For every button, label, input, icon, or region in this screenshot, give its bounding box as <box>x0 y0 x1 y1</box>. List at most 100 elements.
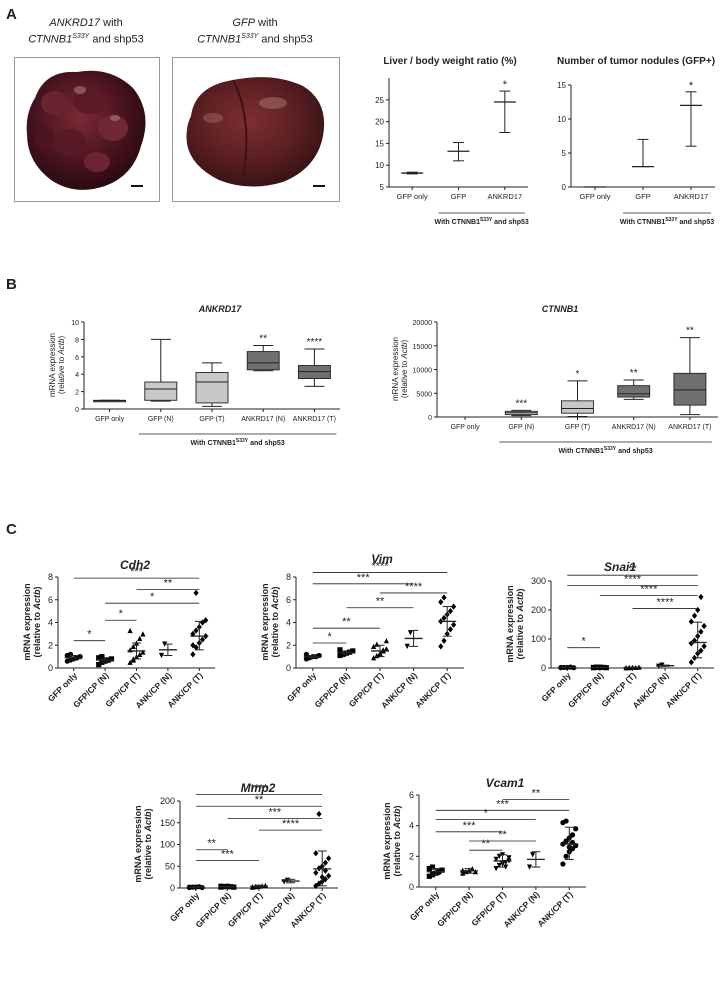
vim-point-4-10 <box>438 598 444 606</box>
cdh2-ytick-label-4: 8 <box>48 572 53 582</box>
snai1-ylabel-line2: (relative to Actb) <box>515 588 525 659</box>
tumor-nodules-ytick-label-3: 15 <box>557 81 566 90</box>
cdh2-point-0-6 <box>67 651 74 657</box>
mmp2-point-4-0 <box>313 882 319 889</box>
ctnnb1-box-box-3 <box>617 385 651 398</box>
cdh2-point-4-3 <box>199 636 206 643</box>
ctnnb1-box-xtick-label-3: ANKRD17 (N) <box>612 424 656 431</box>
photo2-sup: S33Y <box>241 33 259 40</box>
cdh2-comparison-label-3: * <box>119 608 124 620</box>
mmp2-ytick-label-4: 200 <box>160 796 175 806</box>
vcam1-point-3-0 <box>526 864 533 870</box>
ctnnb1-box-group-label: With CTNNB1S33Y and shp53 <box>558 446 652 455</box>
ankrd17-box-xtick-label-2: GFP (T) <box>199 416 224 423</box>
snai1-ytick-label-0: 0 <box>541 663 546 673</box>
ankrd17-box-box-1 <box>144 381 178 401</box>
ctnnb1-box-sig-1: *** <box>515 398 527 409</box>
tumor-nodules-group-label: With CTNNB1S33Y and shp53 <box>620 217 714 226</box>
snai1-point-4-11 <box>691 612 698 619</box>
panel-letter-c: C <box>6 521 17 538</box>
tumor-nodules-ytick-label-1: 5 <box>562 149 567 158</box>
ctnnb1-box-ytick-label-3: 15000 <box>413 344 433 351</box>
cdh2-point-1-5 <box>96 655 102 661</box>
photo1-ctnnb1: CTNNB1 <box>28 33 73 46</box>
tumor-nodules-sig-2: * <box>689 80 694 92</box>
ctnnb1-box-ytick-label-4: 20000 <box>413 320 433 327</box>
photo-caption-ankrd17: ANKRD17 with CTNNB1S33Y and shp53 <box>14 17 158 47</box>
cdh2-point-4-5 <box>190 630 196 637</box>
snai1-comparison-label-3: **** <box>657 597 675 609</box>
mmp2-point-4-5 <box>313 869 319 876</box>
vcam1-ytick-label-3: 6 <box>409 790 414 800</box>
vim-point-1-0 <box>337 652 343 659</box>
liver-photo-gfp <box>172 57 340 202</box>
ankrd17-box-box-3 <box>246 351 280 371</box>
vim-xtick-label-4: ANK/CP (T) <box>413 670 452 709</box>
vim-point-4-9 <box>451 603 457 610</box>
mmp2-ytick-label-2: 100 <box>160 840 175 850</box>
snai1-xtick-label-4: ANK/CP (T) <box>664 670 703 709</box>
vim-ytick-label-0: 0 <box>286 663 291 673</box>
snai1-ytick-label-1: 100 <box>531 634 546 644</box>
mmp2-point-4-4 <box>326 872 332 879</box>
snai1-xtick-label-0: GFP only <box>539 670 573 704</box>
snai1-point-4-4 <box>701 643 707 650</box>
snai1-point-4-12 <box>695 606 701 614</box>
vcam1-point-2-9 <box>506 855 512 861</box>
vim-ytick-label-4: 8 <box>286 572 291 582</box>
vcam1-point-2-0 <box>493 866 499 872</box>
vcam1-point-4-11 <box>563 818 569 824</box>
vcam1-ylabel-line2: (relative to Actb) <box>392 805 402 876</box>
snai1-point-4-5 <box>688 640 694 647</box>
mmp2-ytick-label-0: 0 <box>170 883 175 893</box>
ctnnb1-box-ytick-label-2: 10000 <box>413 368 433 375</box>
vcam1-point-0-5 <box>426 866 432 872</box>
mmp2-comparison-label-0: **** <box>250 782 268 794</box>
vim-point-2-4 <box>383 646 389 652</box>
cdh2-point-4-0 <box>190 651 196 658</box>
vcam1-ytick-label-2: 4 <box>409 821 414 831</box>
vcam1-point-4-8 <box>569 832 576 838</box>
mmp2-ylabel-line1: mRNA expression <box>133 805 143 882</box>
cdh2-point-2-8 <box>137 635 143 642</box>
photo2-with: with <box>255 17 278 29</box>
snai1-point-4-10 <box>688 618 694 625</box>
ctnnb1-box-box-4 <box>673 372 707 406</box>
snai1-comparison-label-2: **** <box>640 584 658 596</box>
liver-ratio-sig-2: * <box>503 79 508 91</box>
vim-comparison-label-2: **** <box>405 581 423 593</box>
vcam1-comparison-label-3: *** <box>463 820 477 832</box>
tumor-nodules-xtick-label-2: ANKRD17 <box>674 192 709 201</box>
mmp2-comparison-label-2: *** <box>268 806 282 818</box>
ankrd17-box-ytick-label-1: 2 <box>75 390 79 397</box>
cdh2-point-0-4 <box>77 654 83 660</box>
cdh2-ylabel-line2: (relative to Actb) <box>32 586 42 657</box>
ankrd17-box-xtick-label-3: ANKRD17 (N) <box>241 416 285 423</box>
chart-title-cdh2: Cdh2 <box>120 558 150 572</box>
mmp2-point-4-3 <box>322 876 328 883</box>
ctnnb1-box-sig-3: ** <box>630 368 638 379</box>
ankrd17-box-ytick-label-5: 10 <box>71 320 79 327</box>
ctnnb1-box-xtick-label-1: GFP (N) <box>508 424 534 431</box>
vim-comparison-label-4: ** <box>342 616 351 628</box>
cdh2-point-1-4 <box>108 656 115 662</box>
snai1-point-4-9 <box>701 622 707 630</box>
ankrd17-box-ytick-label-4: 8 <box>75 337 79 344</box>
vim-point-2-6 <box>374 641 380 647</box>
snai1-comparison-label-4: * <box>581 636 586 648</box>
ankrd17-box-ytick-label-0: 0 <box>75 407 79 414</box>
cdh2-point-2-6 <box>130 643 136 649</box>
vim-point-4-6 <box>441 614 447 622</box>
vcam1-comparison-label-2: * <box>484 808 489 820</box>
ankrd17-box-ylabel-line2: (relative to Actb) <box>57 336 66 395</box>
cdh2-comparison-label-4: * <box>87 629 92 641</box>
cdh2-point-2-3 <box>137 651 143 657</box>
vim-ylabel-line2: (relative to Actb) <box>270 586 280 657</box>
vcam1-point-4-0 <box>560 861 566 867</box>
cdh2-ytick-label-0: 0 <box>48 663 53 673</box>
snai1-point-4-13 <box>698 593 704 601</box>
vim-comparison-label-5: * <box>327 631 332 643</box>
cdh2-point-1-0 <box>96 661 102 668</box>
liver-ankrd17-drawing <box>26 70 146 190</box>
vcam1-xtick-label-3: ANK/CP (N) <box>501 889 541 929</box>
